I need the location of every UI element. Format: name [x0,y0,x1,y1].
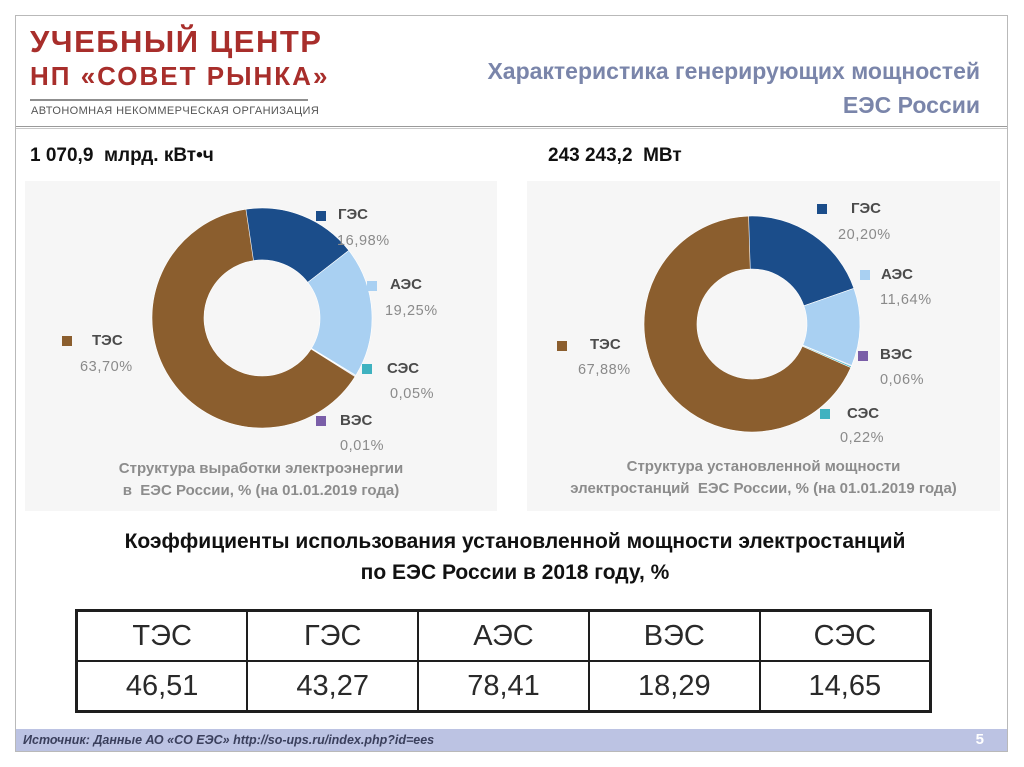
source-link[interactable]: Источник: Данные АО «СО ЕЭС» http://so-u… [23,733,435,747]
table-header-cell: ГЭС [246,609,420,662]
page-number: 5 [975,731,984,748]
legend-value-tes: 63,70% [80,359,133,375]
legend-label-tes: ТЭС [92,332,123,349]
legend-marker-ves [316,416,326,426]
logo-subtitle: АВТОНОМНАЯ НЕКОММЕРЧЕСКАЯ ОРГАНИЗАЦИЯ [31,105,320,117]
table-header-cell: ВЭС [587,609,761,662]
capacity-caption-line1: Структура установленной мощности [626,458,901,475]
legend-marker-aes-capacity [860,270,870,280]
generation-donut-chart-slice-4 [151,208,356,429]
legend-label-ges: ГЭС [338,206,369,223]
coefficients-heading-line2: по ЕЭС России в 2018 году, % [360,561,670,584]
generation-donut-chart [151,207,373,429]
coefficients-heading-line1: Коэффициенты использования установленной… [124,530,906,553]
table-value-cell: 46,51 [75,660,249,713]
legend-marker-ses-capacity [820,409,830,419]
legend-marker-aes [367,281,377,291]
table-header-row: ТЭС ГЭС АЭС ВЭС СЭС [75,609,932,662]
legend-label-aes: АЭС [390,276,422,293]
legend-value-ves-capacity: 0,06% [880,372,925,388]
legend-value-ses-capacity: 0,22% [840,430,885,446]
legend-value-tes-capacity: 67,88% [578,362,631,378]
table-value-cell: 78,41 [417,660,590,713]
table-value-cell: 18,29 [587,660,761,713]
slide-frame [15,15,1008,752]
table-value-cell: 14,65 [758,660,932,713]
legend-label-ses-capacity: СЭС [847,405,880,422]
generation-caption-line1: Структура выработки электроэнергии [118,460,404,477]
coefficients-table: ТЭС ГЭС АЭС ВЭС СЭС 46,51 43,27 78,41 18… [75,609,932,713]
capacity-chart-caption: Структура установленной мощности электрос… [527,456,1000,500]
footer-bar [16,729,1007,751]
logo-org-name: НП «СОВЕТ РЫНКА» [30,61,330,91]
legend-marker-ves-capacity [858,351,868,361]
generation-caption-line2: в ЕЭС России, % (на 01.01.2019 года) [122,482,400,499]
legend-label-aes-capacity: АЭС [881,266,913,283]
header-divider [16,126,1007,129]
table-row: 46,51 43,27 78,41 18,29 14,65 [75,660,932,713]
legend-value-ses: 0,05% [390,386,435,402]
legend-value-aes: 19,25% [385,303,438,319]
legend-marker-ses [362,364,372,374]
legend-label-tes-capacity: ТЭС [590,336,621,353]
legend-value-ges-capacity: 20,20% [838,227,891,243]
capacity-donut-chart [643,215,861,433]
table-header-cell: СЭС [758,609,932,662]
generation-total: 1 070,9 млрд. кВт•ч [30,145,214,166]
legend-value-ges: 16,98% [337,233,390,249]
generation-chart-caption: Структура выработки электроэнергии в ЕЭС … [25,458,497,502]
legend-label-ves: ВЭС [340,412,373,429]
legend-label-ses: СЭС [387,360,420,377]
legend-label-ges-capacity: ГЭС [851,200,882,217]
capacity-donut-chart-slice-4 [643,215,852,433]
slide-title-line2: ЕЭС России [842,92,980,118]
legend-marker-ges-capacity [817,204,827,214]
capacity-total: 243 243,2 МВт [548,145,682,166]
legend-value-ves: 0,01% [340,438,385,454]
logo-divider [30,99,308,101]
table-header-cell: АЭС [417,609,590,662]
capacity-caption-line2: электростанций ЕЭС России, % (на 01.01.2… [570,480,957,497]
slide-title-line1: Характеристика генерирующих мощностей [487,58,980,84]
table-header-cell: ТЭС [75,609,249,662]
legend-marker-tes [62,336,72,346]
table-value-cell: 43,27 [246,660,420,713]
logo-title: УЧЕБНЫЙ ЦЕНТР [30,24,323,59]
legend-value-aes-capacity: 11,64% [880,292,932,308]
legend-marker-tes-capacity [557,341,567,351]
legend-marker-ges [316,211,326,221]
legend-label-ves-capacity: ВЭС [880,346,913,363]
